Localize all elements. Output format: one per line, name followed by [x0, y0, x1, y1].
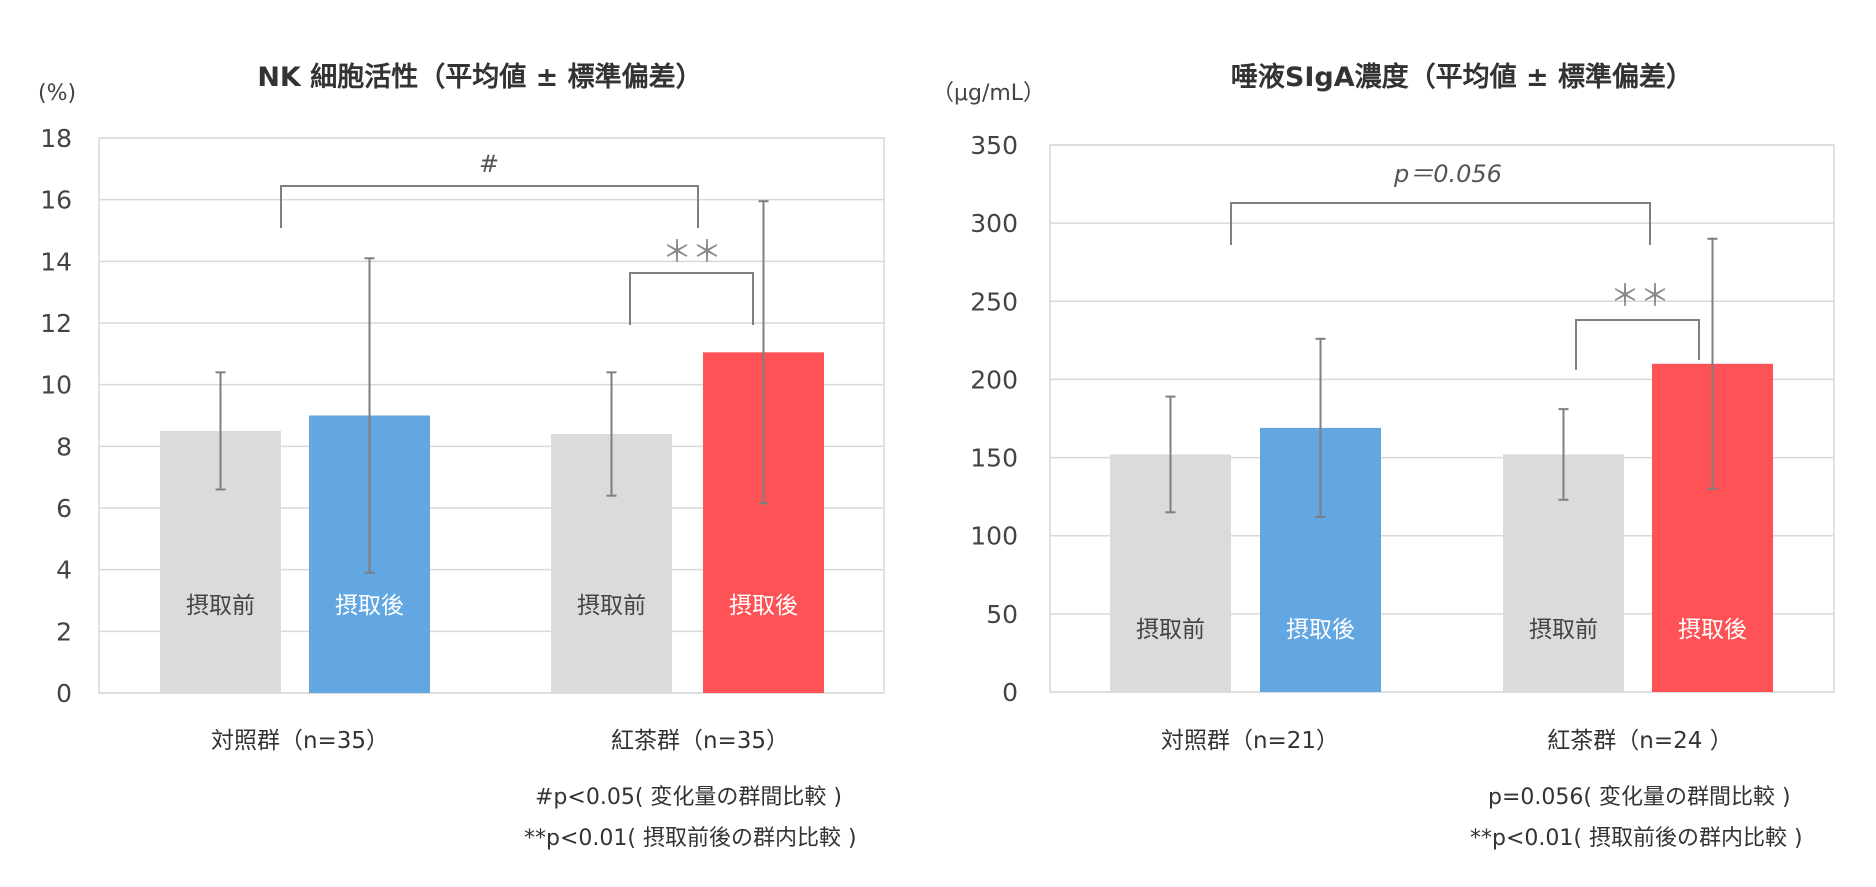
chart2-title: 唾液SIgA濃度（平均値 ± 標準偏差）	[1231, 61, 1693, 93]
chart1-within-bracket	[629, 272, 754, 325]
chart2-y-unit: （μg/mL）	[932, 81, 1045, 106]
chart1-category-label-tea: 紅茶群（n=35）	[611, 728, 789, 754]
bar-label: 摂取前	[577, 593, 646, 619]
chart1-between-bracket	[280, 185, 699, 228]
chart1-title: NK 細胞活性（平均値 ± 標準偏差）	[257, 61, 702, 93]
chart2-bars: 摂取前 摂取後 摂取前 摂取後	[1110, 237, 1773, 692]
y-tick-label: 300	[970, 209, 1018, 238]
y-tick-label: 2	[56, 617, 72, 646]
chart1-significance: # ＊＊	[280, 150, 754, 325]
chart1-y-ticks: 0 2 4 6 8 10 12 14 16 18	[40, 124, 72, 708]
chart2-note-within: **p<0.01( 摂取前後の群内比較 )	[1470, 826, 1803, 851]
bar-label: 摂取前	[1136, 617, 1205, 643]
y-tick-label: 50	[986, 600, 1018, 629]
y-tick-label: 0	[56, 679, 72, 708]
chart2-note-between: p=0.056( 変化量の群間比較 )	[1488, 785, 1791, 810]
y-tick-label: 12	[40, 309, 72, 338]
bar-label: 摂取前	[1529, 617, 1598, 643]
bar-label: 摂取後	[729, 593, 798, 619]
chart1-note-within: **p<0.01( 摂取前後の群内比較 )	[524, 826, 857, 851]
y-tick-label: 10	[40, 371, 72, 400]
chart1-bars: 摂取前 摂取後 摂取前 摂取後	[160, 200, 824, 693]
bar-label: 摂取後	[1286, 617, 1355, 643]
y-tick-label: 350	[970, 131, 1018, 160]
bar-label: 摂取前	[186, 593, 255, 619]
y-tick-label: 200	[970, 365, 1018, 394]
y-tick-label: 6	[56, 494, 72, 523]
chart2-y-ticks: 0 50 100 150 200 250 300 350	[970, 131, 1018, 707]
nk-activity-chart: NK 細胞活性（平均値 ± 標準偏差） (%) 024681012141618 …	[38, 61, 885, 851]
bar-label: 摂取後	[335, 593, 404, 619]
y-tick-label: 250	[970, 287, 1018, 316]
chart2-significance: p＝0.056 ＊＊	[1230, 160, 1700, 370]
chart2-within-bracket	[1575, 319, 1700, 370]
chart1-note-between: #p<0.05( 変化量の群間比較 )	[535, 785, 842, 810]
siga-chart: 唾液SIgA濃度（平均値 ± 標準偏差） （μg/mL） 0 50 100 150 20…	[932, 61, 1835, 851]
y-tick-label: 100	[970, 522, 1018, 551]
chart2-category-label-tea: 紅茶群（n=24 ）	[1547, 728, 1732, 754]
y-tick-label: 0	[1002, 678, 1018, 707]
y-tick-label: 8	[56, 432, 72, 461]
y-tick-label: 4	[56, 556, 72, 585]
chart1-category-label-control: 対照群（n=35）	[211, 728, 389, 754]
chart2-category-label-control: 対照群（n=21）	[1161, 728, 1339, 754]
y-tick-label: 16	[40, 186, 72, 215]
y-tick-label: 150	[970, 444, 1018, 473]
bar-label: 摂取後	[1678, 617, 1747, 643]
chart2-between-label: p＝0.056	[1393, 160, 1502, 188]
chart1-within-label: ＊＊	[662, 235, 722, 270]
chart2-within-label: ＊＊	[1610, 279, 1670, 314]
y-tick-label: 14	[40, 247, 72, 276]
chart1-y-unit: (%)	[38, 81, 76, 106]
chart1-between-label: #	[479, 150, 499, 178]
y-tick-label: 18	[40, 124, 72, 153]
chart2-between-bracket	[1230, 202, 1651, 245]
